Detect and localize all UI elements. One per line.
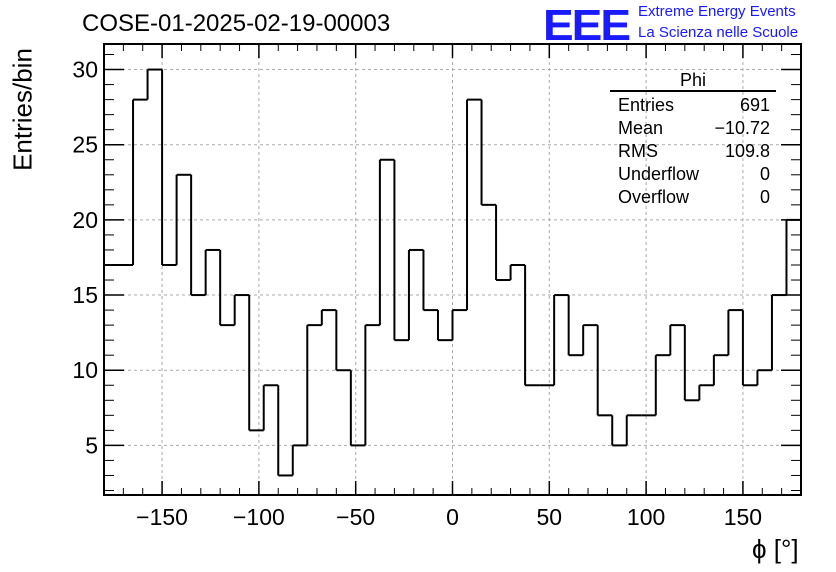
stats-value: 109.8 xyxy=(724,141,770,161)
stats-row-rms: RMS 109.8 xyxy=(610,140,776,163)
grid-lines xyxy=(104,44,801,495)
stats-row-underflow: Underflow 0 xyxy=(610,163,776,186)
stats-label: Overflow xyxy=(618,187,690,207)
stats-row-mean: Mean −10.72 xyxy=(610,117,776,140)
stats-value: 691 xyxy=(739,95,770,115)
histogram-bars xyxy=(104,68,801,477)
x-tick-label: 100 xyxy=(627,504,665,530)
y-tick-label: 30 xyxy=(72,57,98,83)
stats-row-overflow: Overflow 0 xyxy=(610,186,776,209)
x-tick-label: 150 xyxy=(724,504,762,530)
stats-value: 0 xyxy=(759,187,770,207)
x-tick-label: 0 xyxy=(446,504,459,530)
axis-ticks xyxy=(103,44,802,495)
x-tick-label: −150 xyxy=(136,504,188,530)
y-tick-label: 10 xyxy=(72,357,98,383)
stats-box: Phi Entries 691 Mean −10.72 RMS 109.8 Un… xyxy=(610,70,776,209)
x-tick-label: −100 xyxy=(233,504,285,530)
stats-value: −10.72 xyxy=(714,118,770,138)
eee-logo-mark: EEE xyxy=(543,0,631,50)
stats-value: 0 xyxy=(759,164,770,184)
logo-line-2: La Scienza nelle Scuole xyxy=(638,24,799,41)
chart-title: COSE-01-2025-02-19-00003 xyxy=(82,10,391,37)
stats-histogram-name: Phi xyxy=(679,70,706,90)
tick-labels: −150 −100 −50 0 50 100 150 5 10 15 20 25 30 xyxy=(72,57,762,530)
y-axis-label: Entries/bin xyxy=(7,48,38,171)
logo-line-1: Extreme Energy Events xyxy=(638,3,796,20)
y-tick-label: 20 xyxy=(72,207,98,233)
stats-label: Mean xyxy=(618,118,664,138)
stats-label: Underflow xyxy=(618,164,700,184)
stats-divider xyxy=(610,90,776,92)
y-tick-label: 25 xyxy=(72,132,98,158)
x-tick-label: −50 xyxy=(336,504,375,530)
stats-label: RMS xyxy=(618,141,658,161)
stats-label: Entries xyxy=(618,95,675,115)
x-tick-label: 50 xyxy=(537,504,563,530)
y-tick-label: 5 xyxy=(85,432,98,458)
stats-row-entries: Entries 691 xyxy=(610,94,776,117)
y-tick-label: 15 xyxy=(72,282,98,308)
x-axis-label: ϕ [°] xyxy=(752,534,799,564)
